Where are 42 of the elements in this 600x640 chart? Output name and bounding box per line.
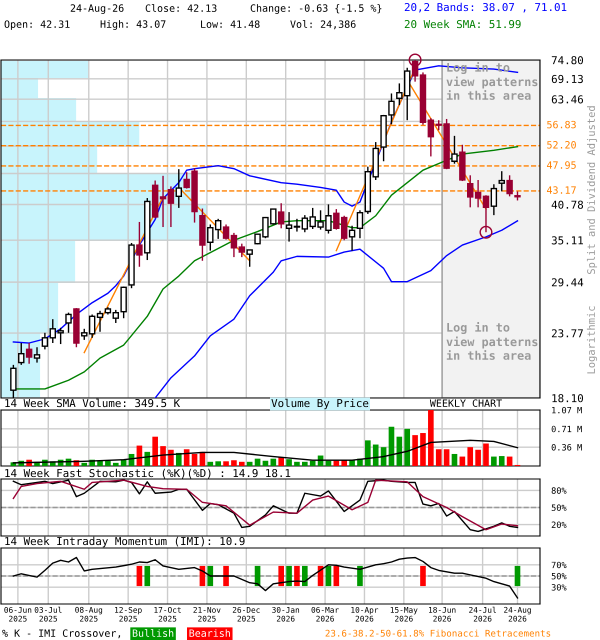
text: Change: -0.63 {-1.5 %} — [250, 4, 382, 14]
y-tick-label: 30% — [552, 584, 567, 591]
text: WEEKLY CHART — [430, 399, 502, 407]
chart-title: 14 Week SMA Volume: 349.5 K — [5, 398, 180, 408]
chart-title: 14 Week Fast Stochastic (%K)(%D) : 14.9 18.1 — [5, 468, 290, 478]
chart-title: 14 Week Intraday Momentum (IMI): 10.9 — [5, 536, 245, 548]
y-tick-label: 20% — [552, 522, 567, 528]
text: High: 43.07 — [100, 20, 166, 30]
y-tick-label: 0.36 M — [552, 444, 582, 451]
text: Volume By Price — [271, 398, 368, 410]
text: Open: 42.31 — [4, 20, 70, 30]
y-tick-label: 29.44 — [552, 278, 584, 286]
ref-line-label: 56.83 — [547, 120, 576, 128]
ref-line-label: 43.17 — [546, 186, 576, 194]
legend-title: % K - IMI Crossover, — [2, 629, 120, 638]
y-tick-label: 0.71 M — [552, 426, 582, 432]
text: Vol: 24,386 — [290, 20, 356, 30]
text: Close: 42.13 — [146, 4, 216, 12]
y-tick-label: 1.07 M — [552, 406, 582, 414]
text: Logarithmic — [586, 306, 598, 374]
ref-line-label: 47.95 — [546, 161, 576, 169]
y-tick-label: 23.77 — [552, 329, 583, 338]
text: Split and Dividend Adjusted — [586, 106, 598, 274]
y-tick-label: 70% — [552, 562, 567, 568]
text: Low: 41.48 — [201, 20, 260, 28]
y-tick-label: 35.11 — [552, 236, 583, 244]
ref-line-label: 52.20 — [547, 141, 576, 149]
y-tick-label: 69.13 — [552, 74, 583, 84]
y-tick-label: 80% — [552, 487, 567, 494]
annotation: Log in to view patterns in this area — [446, 322, 538, 360]
text: 23.6-38.2-50-61.8% Fibonacci Retracements — [326, 630, 550, 637]
y-tick-label: 50% — [552, 572, 567, 580]
text: Bearish — [190, 629, 230, 637]
y-tick-label: 50% — [552, 504, 567, 511]
y-tick-label: 18.10 — [552, 394, 584, 402]
text: 20,2 Bands: 38.07 , 71.01 — [404, 2, 566, 13]
text: 24-Aug-26 — [70, 4, 124, 14]
text: Bullish — [132, 629, 174, 637]
y-tick-label: 40.78 — [552, 200, 584, 209]
y-tick-label: 74.80 — [552, 56, 584, 64]
y-tick-label: 63.46 — [552, 95, 584, 104]
text: 20 Week SMA: 51.99 — [404, 20, 521, 28]
